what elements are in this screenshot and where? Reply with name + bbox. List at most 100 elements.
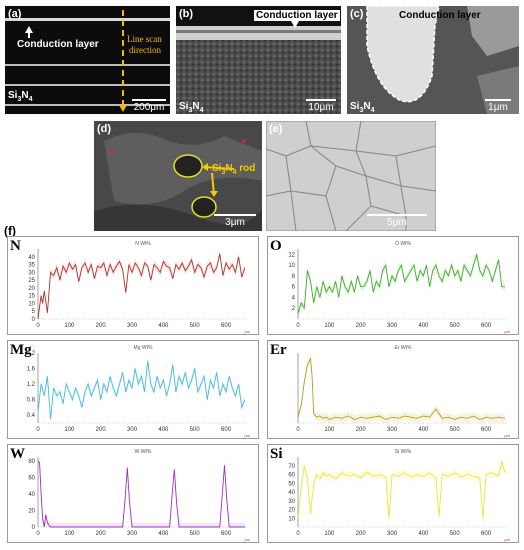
panel-a-scale-label: 200μm: [133, 102, 165, 113]
edx-chart-n: N Wt% 0 100 200 300 400 500 600 0 5 10 15 20 25 30 35 40…: [7, 236, 259, 335]
y-tick-label: 1.2: [27, 382, 36, 388]
x-tick-label: 500: [450, 323, 461, 329]
series-band: [298, 354, 505, 423]
series-line-o: [297, 254, 505, 314]
x-tick-label: 500: [190, 427, 201, 433]
panel-d-tag: (d): [97, 123, 112, 135]
x-tick-label: 300: [387, 531, 398, 537]
panel-a-tag: (a): [8, 8, 22, 20]
y-tick-label: 10: [288, 516, 295, 522]
series-band: [38, 249, 245, 319]
series-line-n: [37, 253, 246, 320]
x-tick-label: 600: [481, 323, 492, 329]
panel-d: (d) Si3N4 rod 3μm: [94, 121, 262, 231]
y-tick-label: 2: [292, 306, 296, 312]
x-tick-label: 0: [36, 427, 40, 433]
panel-a-material: Si3N4: [8, 90, 33, 103]
y-tick-label: 0: [32, 525, 36, 531]
panel-d-micrograph: [94, 121, 262, 231]
y-tick-label: 25: [28, 278, 35, 284]
element-label-si: Si: [270, 446, 283, 462]
y-tick-label: 40: [288, 490, 295, 496]
x-tick-label: 400: [158, 323, 169, 329]
y-tick-label: 12: [288, 252, 295, 258]
y-tick-label: 70: [288, 464, 295, 470]
panel-b-scale-label: 10μm: [308, 102, 334, 113]
panel-b: (b) Conduction layer Si3N4 10μm: [176, 6, 341, 114]
edx-chart-si: Si Wt% 0 100 200 300 400 500 600 10 20 30 40 50 60 70 μ…: [267, 444, 519, 543]
chart-title: O Wt%: [395, 241, 411, 247]
panel-b-micrograph: [176, 6, 341, 114]
y-tick-label: 60: [288, 473, 295, 479]
y-tick-label: 30: [28, 270, 35, 276]
x-tick-label: 500: [190, 531, 201, 537]
chart-title: Si Wt%: [395, 449, 412, 455]
y-tick-label: 35: [28, 263, 35, 269]
edx-chart-er-plot: Er Wt% 0 100 200 300 400 500 600 μm: [296, 345, 510, 438]
x-tick-label: 100: [324, 323, 335, 329]
y-tick-label: 0: [32, 317, 36, 323]
panel-c: (c) Conduction layer Si3N4 1μm: [347, 6, 519, 114]
y-tick-label: 4: [292, 295, 296, 301]
y-tick-label: 80: [28, 459, 35, 465]
x-tick-label: 200: [356, 531, 367, 537]
y-tick-label: 40: [28, 492, 35, 498]
panel-a: (a) Conduction layer Line scan direction…: [5, 6, 170, 114]
chart-title: Mg Wt%: [134, 345, 153, 351]
y-tick-label: 6: [292, 285, 296, 291]
series-line-w: [37, 460, 245, 528]
x-tick-label: 200: [356, 323, 367, 329]
element-label-n: N: [10, 238, 21, 254]
panel-c-material: Si3N4: [350, 101, 375, 114]
x-tick-label: 300: [127, 531, 138, 537]
panel-b-tag: (b): [179, 8, 194, 20]
panel-c-layer-label: Conduction layer: [399, 10, 481, 21]
series-band: [298, 457, 505, 523]
panel-a-scan-label-2: direction: [129, 45, 161, 55]
panel-a-scale: 200μm: [130, 99, 168, 113]
edx-chart-er: Er Wt% 0 100 200 300 400 500 600 μm Er: [267, 340, 519, 439]
x-tick-label: 300: [387, 427, 398, 433]
x-unit-label: μm: [244, 537, 250, 542]
x-tick-label: 100: [324, 531, 335, 537]
x-tick-label: 400: [158, 427, 169, 433]
y-tick-label: 15: [28, 294, 35, 300]
chart-title: Er Wt%: [395, 345, 412, 351]
edx-chart-o: O Wt% 0 100 200 300 400 500 600 2 4 6 8 10 12 μm O: [267, 236, 519, 335]
x-unit-label: μm: [504, 433, 510, 438]
panel-b-material: Si3N4: [179, 101, 204, 114]
y-tick-label: 10: [288, 263, 295, 269]
element-label-mg: Mg: [10, 342, 32, 358]
x-tick-label: 200: [96, 323, 107, 329]
x-tick-label: 200: [96, 427, 107, 433]
x-unit-label: μm: [244, 329, 250, 334]
y-tick-label: 8: [292, 274, 296, 280]
x-tick-label: 400: [418, 531, 429, 537]
panel-c-scale-label: 1μm: [488, 102, 508, 113]
series-band: [298, 250, 505, 318]
panel-c-scale: 1μm: [481, 99, 515, 113]
panel-a-micrograph: [5, 10, 170, 112]
x-tick-label: 300: [387, 323, 398, 329]
edx-chart-w: W Wt% 0 100 200 300 400 500 600 0 20 40 60 80 μm W: [7, 444, 259, 543]
x-tick-label: 600: [221, 323, 232, 329]
x-tick-label: 100: [64, 531, 75, 537]
x-tick-label: 400: [418, 427, 429, 433]
x-tick-label: 500: [450, 427, 461, 433]
edx-chart-w-plot: W Wt% 0 100 200 300 400 500 600 0 20 40 60 80 μm: [28, 449, 250, 542]
panel-d-rod-label: Si3N4 rod: [212, 163, 256, 176]
x-tick-label: 200: [96, 531, 107, 537]
panel-f-tag: (f): [4, 224, 16, 238]
x-unit-label: μm: [244, 433, 250, 438]
y-tick-label: 0.8: [27, 398, 36, 404]
edx-chart-mg: Mg Wt% 0 100 200 300 400 500 600 0.4 0.8 1.2 1.6 2 μm…: [7, 340, 259, 439]
x-tick-label: 100: [64, 427, 75, 433]
panel-c-micrograph: [347, 6, 519, 114]
y-tick-label: 30: [288, 499, 295, 505]
chart-title: N Wt%: [135, 241, 151, 247]
y-tick-label: 2: [32, 351, 36, 357]
panel-b-scale: 10μm: [303, 99, 339, 113]
y-tick-label: 1.6: [27, 367, 36, 373]
element-label-w: W: [10, 446, 25, 462]
x-tick-label: 300: [127, 427, 138, 433]
